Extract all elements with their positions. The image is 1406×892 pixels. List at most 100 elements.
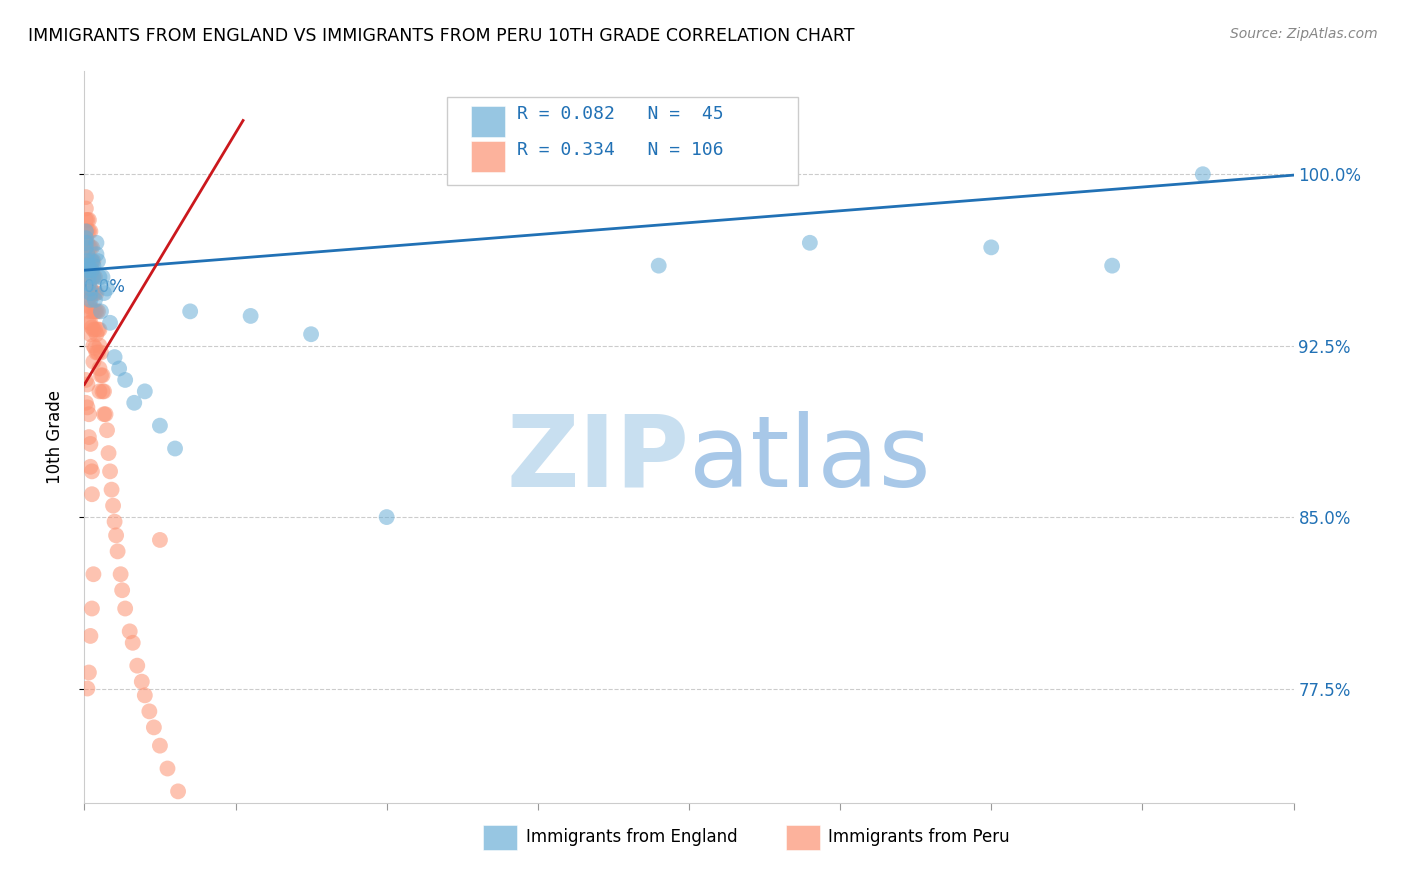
Point (80, 263, 103, 277)
Point (80, 464, 103, 478)
Point (79, 327, 101, 342)
Point (100, 483, 122, 497)
Point (93, 384, 115, 399)
Point (98, 464, 121, 478)
Point (87, 304, 110, 318)
Bar (786, 825, 820, 850)
Point (76, 247, 98, 261)
Point (131, 674, 153, 689)
Point (86, 247, 108, 261)
Point (94, 407, 117, 421)
Point (77, 304, 100, 318)
Point (76, 224, 98, 238)
Point (375, 510, 398, 524)
Point (114, 601, 136, 615)
Point (97, 446, 120, 460)
Point (87, 254, 110, 268)
Point (79, 300, 101, 314)
Point (89, 270, 111, 285)
Point (75, 235, 97, 250)
Point (980, 240, 1002, 254)
Bar (471, 106, 505, 137)
Point (80, 254, 103, 268)
Point (114, 373, 136, 387)
Point (134, 384, 156, 399)
Point (82, 259, 104, 273)
Y-axis label: 10th Grade: 10th Grade (45, 390, 63, 484)
Point (76, 293, 98, 307)
Point (77, 665, 100, 680)
Point (91, 270, 114, 285)
Point (86, 345, 108, 359)
Point (79, 316, 101, 330)
Point (76, 254, 98, 268)
Point (76, 281, 98, 295)
Bar (484, 825, 517, 850)
Point (77, 263, 100, 277)
Point (149, 533, 172, 547)
Point (82, 270, 104, 285)
Point (90, 345, 112, 359)
Point (93, 407, 115, 421)
Point (84, 323, 107, 337)
Point (75, 396, 97, 410)
Point (299, 327, 322, 342)
Text: Source: ZipAtlas.com: Source: ZipAtlas.com (1230, 27, 1378, 41)
Point (77, 293, 100, 307)
Point (90, 368, 112, 383)
Point (1192, 167, 1215, 181)
Point (75, 190, 97, 204)
Point (86, 327, 108, 342)
Point (156, 762, 179, 776)
Point (84, 341, 107, 355)
Point (75, 231, 97, 245)
Point (79, 286, 101, 301)
Point (86, 304, 108, 318)
Point (79, 281, 101, 295)
Point (76, 259, 98, 273)
Point (80, 487, 103, 501)
Point (138, 705, 160, 719)
Text: Immigrants from England: Immigrants from England (526, 828, 737, 847)
Point (149, 739, 172, 753)
Point (111, 583, 134, 598)
Text: atlas: atlas (689, 410, 931, 508)
Point (122, 396, 145, 410)
Point (79, 437, 101, 451)
Point (80, 320, 103, 334)
Point (80, 601, 103, 615)
Text: R = 0.082   N =  45: R = 0.082 N = 45 (517, 104, 724, 123)
Point (79, 629, 101, 643)
Point (167, 784, 190, 798)
Point (82, 304, 104, 318)
Point (79, 293, 101, 307)
Point (84, 304, 107, 318)
Point (179, 304, 201, 318)
Point (79, 240, 101, 254)
Point (77, 316, 100, 330)
Point (89, 361, 111, 376)
Point (84, 286, 107, 301)
Point (76, 263, 98, 277)
Point (76, 247, 98, 261)
Point (87, 323, 110, 337)
Point (89, 323, 111, 337)
Point (101, 499, 124, 513)
Point (86, 235, 108, 250)
Point (194, 830, 217, 844)
Point (96, 423, 118, 437)
Text: ZIP: ZIP (506, 410, 689, 508)
Text: R = 0.334   N = 106: R = 0.334 N = 106 (517, 141, 724, 159)
Point (165, 442, 187, 456)
Point (87, 345, 110, 359)
Point (76, 401, 98, 415)
Point (75, 373, 97, 387)
Point (76, 270, 98, 285)
Text: 0.0%: 0.0% (84, 278, 127, 296)
Point (1101, 259, 1123, 273)
Point (89, 384, 111, 399)
Point (77, 259, 100, 273)
Text: Immigrants from Peru: Immigrants from Peru (828, 828, 1010, 847)
Point (80, 240, 103, 254)
Point (80, 270, 103, 285)
